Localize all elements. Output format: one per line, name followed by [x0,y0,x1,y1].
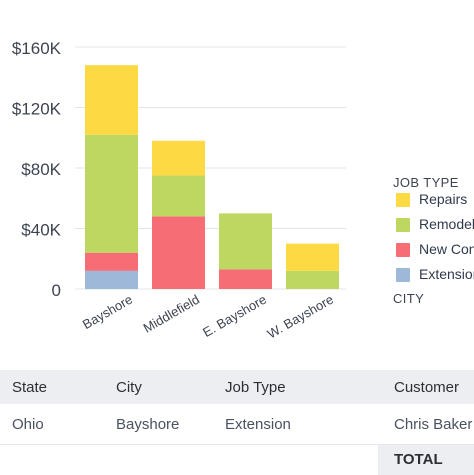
bar-segment [152,175,205,217]
bar-segment [85,65,138,135]
legend-label: Extension [419,266,474,282]
column-header-state[interactable]: State [12,379,48,396]
bar-segment [219,213,272,270]
y-tick-label: $160K [12,39,62,58]
legend-label: Remodel [419,216,474,232]
legend-title: JOB TYPE [393,176,459,190]
total-label: TOTAL [394,451,443,468]
legend-label: New Construction [419,241,474,257]
column-header-city[interactable]: City [116,379,142,396]
bar-segment [85,134,138,253]
bar-segment [152,216,205,289]
bar-segment [286,270,339,289]
y-tick-label: $40K [21,221,61,240]
total-cell: TOTAL [378,445,474,475]
table-header-row: State City Job Type Customer [0,370,474,404]
cell-state: Ohio [12,416,44,433]
legend-swatch-new-construction [396,243,410,257]
column-header-job-type[interactable]: Job Type [225,379,286,396]
bar-segment [219,269,272,289]
legend-item-extension[interactable]: Extension [393,265,474,290]
bar-segment [286,243,339,271]
legend-item-remodel[interactable]: Remodel [393,215,474,240]
bar-segment [85,270,138,289]
bar-segment [152,140,205,176]
legend-swatch-remodel [396,218,410,232]
x-tick-label: W. Bayshore [265,292,336,342]
x-tick-label: E. Bayshore [200,292,269,340]
legend-title-city: CITY [393,291,425,306]
legend: JOB TYPE Repairs Remodel New Constructio… [393,176,474,306]
cell-city: Bayshore [116,416,180,433]
table-total-row: TOTAL [0,445,474,475]
data-table: State City Job Type Customer Ohio Baysho… [0,370,474,475]
legend-swatch-repairs [396,193,410,207]
y-tick-label: 0 [52,281,61,300]
x-tick-label: Middlefield [141,292,202,336]
bar-segment [85,252,138,271]
column-header-customer[interactable]: Customer [394,379,460,396]
x-tick-label: Bayshore [80,292,135,332]
legend-swatch-extension [396,268,410,282]
legend-item-repairs[interactable]: Repairs [393,190,474,215]
legend-label: Repairs [419,191,468,207]
y-tick-label: $80K [21,160,61,179]
table-row[interactable]: Ohio Bayshore Extension Chris Baker [0,404,474,445]
stacked-bar-chart: 0 $40K $80K $120K $160K Bayshore MiddlefieldE.… [12,39,346,342]
legend-item-new-construction[interactable]: New Construction [393,240,474,265]
cell-job-type: Extension [225,416,291,433]
y-tick-label: $120K [12,100,62,119]
cell-customer: Chris Baker [394,416,473,433]
